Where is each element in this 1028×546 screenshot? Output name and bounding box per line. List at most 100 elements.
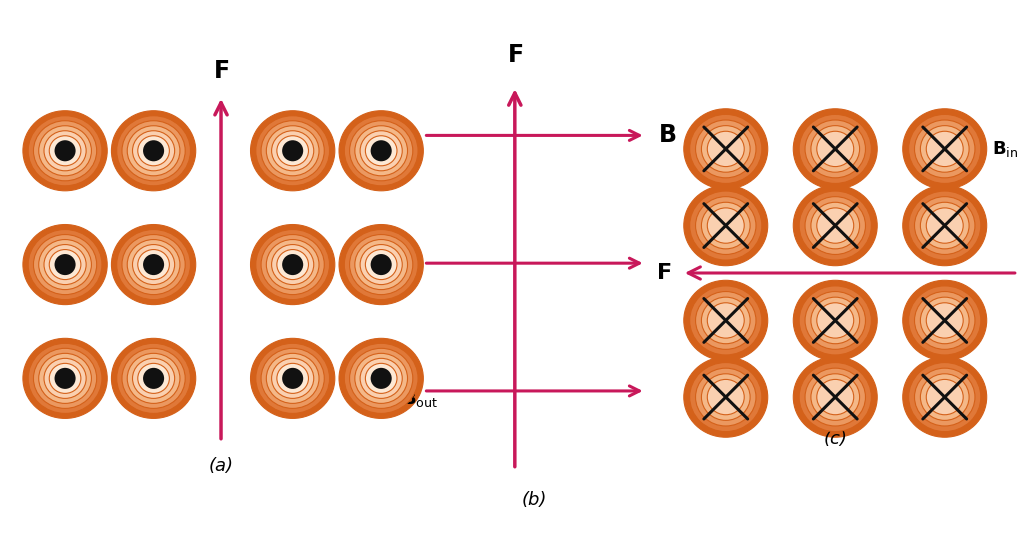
Ellipse shape	[28, 343, 102, 413]
Ellipse shape	[143, 368, 164, 389]
Ellipse shape	[920, 202, 969, 249]
Ellipse shape	[817, 131, 853, 167]
Ellipse shape	[111, 111, 195, 191]
Ellipse shape	[339, 111, 424, 191]
Ellipse shape	[909, 286, 981, 355]
Ellipse shape	[690, 286, 762, 355]
Ellipse shape	[127, 126, 180, 176]
Ellipse shape	[360, 358, 402, 399]
Ellipse shape	[34, 235, 97, 295]
Ellipse shape	[44, 358, 86, 399]
Ellipse shape	[23, 111, 107, 191]
Ellipse shape	[117, 116, 190, 186]
Ellipse shape	[811, 126, 859, 172]
Ellipse shape	[909, 115, 981, 183]
Ellipse shape	[122, 348, 185, 408]
Ellipse shape	[805, 197, 866, 254]
Ellipse shape	[926, 379, 963, 415]
Ellipse shape	[344, 343, 418, 413]
Ellipse shape	[903, 186, 987, 266]
Ellipse shape	[817, 303, 853, 338]
Ellipse shape	[799, 363, 872, 431]
Ellipse shape	[707, 131, 744, 167]
Ellipse shape	[684, 357, 768, 437]
Ellipse shape	[909, 191, 981, 260]
Ellipse shape	[39, 353, 91, 403]
Ellipse shape	[271, 245, 314, 284]
Ellipse shape	[34, 121, 97, 181]
Ellipse shape	[261, 121, 324, 181]
Ellipse shape	[266, 353, 319, 403]
Ellipse shape	[365, 363, 397, 393]
Ellipse shape	[44, 130, 86, 171]
Ellipse shape	[138, 136, 170, 166]
Ellipse shape	[811, 374, 859, 420]
Ellipse shape	[117, 343, 190, 413]
Ellipse shape	[684, 280, 768, 360]
Ellipse shape	[360, 130, 402, 171]
Ellipse shape	[817, 379, 853, 415]
Ellipse shape	[251, 224, 335, 305]
Ellipse shape	[794, 109, 877, 189]
Ellipse shape	[926, 131, 963, 167]
Ellipse shape	[926, 208, 963, 243]
Ellipse shape	[811, 202, 859, 249]
Ellipse shape	[49, 363, 81, 393]
Ellipse shape	[138, 363, 170, 393]
Ellipse shape	[271, 358, 314, 399]
Ellipse shape	[54, 254, 76, 275]
Ellipse shape	[111, 339, 195, 418]
Ellipse shape	[707, 303, 744, 338]
Ellipse shape	[143, 140, 164, 161]
Ellipse shape	[54, 140, 76, 161]
Ellipse shape	[282, 368, 303, 389]
Text: (a): (a)	[209, 458, 233, 476]
Ellipse shape	[350, 235, 413, 295]
Ellipse shape	[701, 297, 750, 344]
Ellipse shape	[920, 297, 969, 344]
Ellipse shape	[696, 368, 756, 426]
Text: (c): (c)	[823, 430, 847, 448]
Ellipse shape	[701, 126, 750, 172]
Ellipse shape	[111, 224, 195, 305]
Ellipse shape	[133, 130, 175, 171]
Ellipse shape	[696, 120, 756, 178]
Ellipse shape	[915, 197, 975, 254]
Ellipse shape	[277, 250, 308, 280]
Ellipse shape	[133, 358, 175, 399]
Ellipse shape	[23, 224, 107, 305]
Ellipse shape	[360, 245, 402, 284]
Ellipse shape	[122, 235, 185, 295]
Ellipse shape	[261, 235, 324, 295]
Ellipse shape	[926, 303, 963, 338]
Ellipse shape	[127, 240, 180, 289]
Ellipse shape	[282, 254, 303, 275]
Ellipse shape	[28, 229, 102, 300]
Ellipse shape	[817, 208, 853, 243]
Ellipse shape	[915, 292, 975, 349]
Ellipse shape	[271, 130, 314, 171]
Ellipse shape	[339, 224, 424, 305]
Ellipse shape	[920, 374, 969, 420]
Ellipse shape	[794, 186, 877, 266]
Ellipse shape	[805, 120, 866, 178]
Ellipse shape	[371, 368, 392, 389]
Ellipse shape	[707, 379, 744, 415]
Text: $\bf{B}$: $\bf{B}$	[658, 123, 676, 147]
Ellipse shape	[794, 280, 877, 360]
Ellipse shape	[122, 121, 185, 181]
Ellipse shape	[143, 254, 164, 275]
Ellipse shape	[909, 363, 981, 431]
Ellipse shape	[39, 240, 91, 289]
Ellipse shape	[277, 136, 308, 166]
Ellipse shape	[903, 280, 987, 360]
Ellipse shape	[690, 363, 762, 431]
Text: $\bf{F}$: $\bf{F}$	[507, 43, 523, 67]
Text: (b): (b)	[522, 491, 547, 509]
Ellipse shape	[696, 292, 756, 349]
Ellipse shape	[344, 116, 418, 186]
Ellipse shape	[256, 116, 330, 186]
Ellipse shape	[707, 208, 744, 243]
Ellipse shape	[794, 357, 877, 437]
Ellipse shape	[251, 111, 335, 191]
